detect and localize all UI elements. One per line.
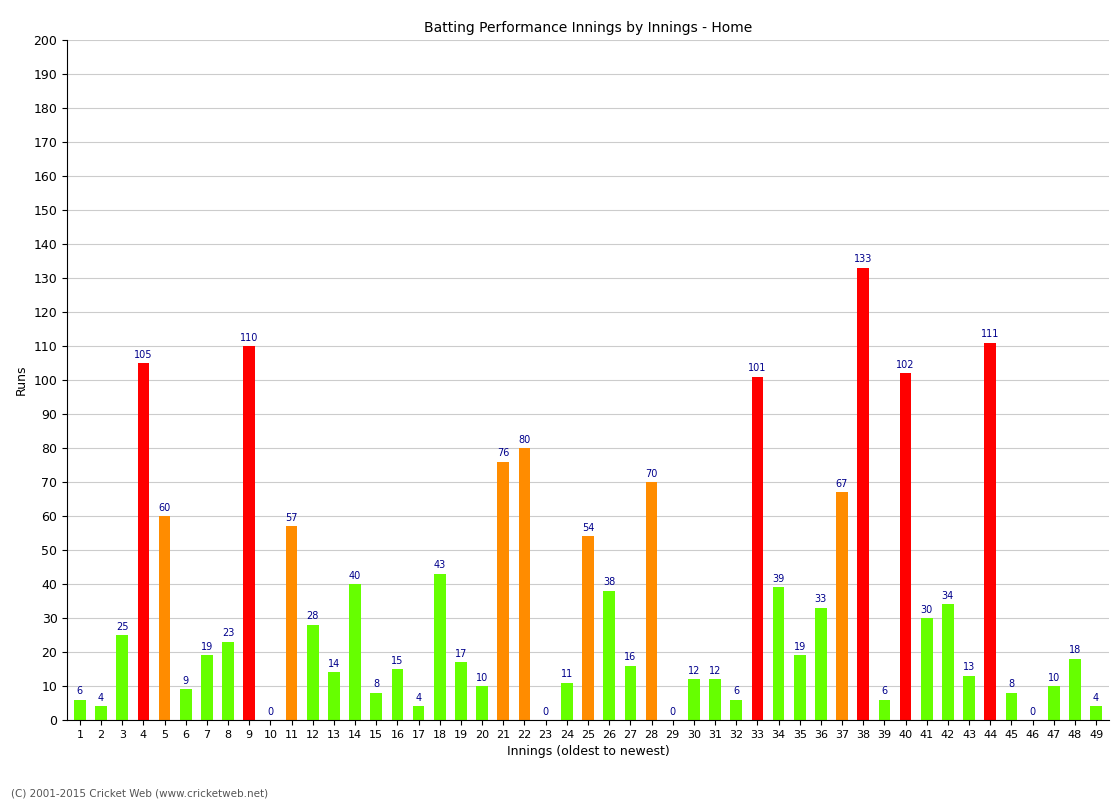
Text: 4: 4 [416, 693, 422, 703]
Text: 6: 6 [77, 686, 83, 696]
Text: 19: 19 [200, 642, 213, 652]
Bar [1006, 693, 1017, 720]
Text: 17: 17 [455, 649, 467, 659]
Bar [222, 642, 234, 720]
Bar [307, 625, 318, 720]
Bar [582, 537, 594, 720]
Bar [476, 686, 488, 720]
Bar [646, 482, 657, 720]
Text: 10: 10 [476, 673, 488, 682]
Bar [392, 669, 403, 720]
Text: 30: 30 [921, 605, 933, 614]
Text: 0: 0 [268, 706, 273, 717]
Bar [1048, 686, 1060, 720]
Text: 8: 8 [1008, 679, 1015, 690]
Text: 67: 67 [836, 478, 848, 489]
Bar [899, 373, 912, 720]
Bar [180, 690, 192, 720]
Bar [942, 605, 954, 720]
Text: 4: 4 [1093, 693, 1099, 703]
Bar [1070, 659, 1081, 720]
Text: 16: 16 [624, 652, 636, 662]
Bar [984, 342, 996, 720]
Bar [561, 682, 572, 720]
Text: 70: 70 [645, 469, 657, 478]
Text: 12: 12 [688, 666, 700, 676]
Bar [730, 699, 743, 720]
Text: 12: 12 [709, 666, 721, 676]
Bar [74, 699, 86, 720]
Bar [497, 462, 510, 720]
Bar [159, 516, 170, 720]
Bar [349, 584, 361, 720]
Text: 8: 8 [373, 679, 380, 690]
Bar [794, 655, 805, 720]
Text: 105: 105 [134, 350, 152, 360]
Bar [455, 662, 467, 720]
Title: Batting Performance Innings by Innings - Home: Batting Performance Innings by Innings -… [423, 21, 753, 34]
Text: 38: 38 [603, 578, 615, 587]
Text: 40: 40 [349, 570, 362, 581]
Text: 23: 23 [222, 629, 234, 638]
Text: 4: 4 [99, 693, 104, 703]
Text: 0: 0 [670, 706, 675, 717]
Text: 60: 60 [158, 502, 170, 513]
Bar [709, 679, 721, 720]
Text: 54: 54 [581, 523, 595, 533]
Bar [752, 377, 763, 720]
Bar [519, 448, 530, 720]
Text: 43: 43 [433, 560, 446, 570]
Bar [413, 706, 424, 720]
Text: 80: 80 [519, 434, 531, 445]
Text: 111: 111 [981, 330, 999, 339]
Text: 28: 28 [307, 611, 319, 622]
Text: 10: 10 [1047, 673, 1060, 682]
Text: 102: 102 [896, 360, 915, 370]
Text: 0: 0 [1029, 706, 1036, 717]
Bar [858, 268, 869, 720]
Bar [95, 706, 106, 720]
Text: 6: 6 [881, 686, 887, 696]
Y-axis label: Runs: Runs [15, 365, 28, 395]
Text: 133: 133 [855, 254, 872, 265]
Text: 110: 110 [240, 333, 259, 342]
Bar [625, 666, 636, 720]
Bar [138, 363, 149, 720]
Text: 15: 15 [391, 656, 403, 666]
Bar [688, 679, 700, 720]
Text: 6: 6 [734, 686, 739, 696]
Text: 0: 0 [542, 706, 549, 717]
Text: 9: 9 [183, 676, 189, 686]
X-axis label: Innings (oldest to newest): Innings (oldest to newest) [506, 746, 670, 758]
Text: (C) 2001-2015 Cricket Web (www.cricketweb.net): (C) 2001-2015 Cricket Web (www.cricketwe… [11, 788, 269, 798]
Bar [837, 492, 848, 720]
Text: 11: 11 [561, 669, 573, 679]
Text: 13: 13 [963, 662, 976, 672]
Bar [1090, 706, 1102, 720]
Bar [604, 590, 615, 720]
Text: 101: 101 [748, 363, 766, 373]
Bar [773, 587, 784, 720]
Bar [116, 635, 128, 720]
Text: 33: 33 [814, 594, 827, 605]
Text: 14: 14 [328, 659, 340, 669]
Bar [243, 346, 255, 720]
Text: 18: 18 [1068, 646, 1081, 655]
Text: 25: 25 [116, 622, 129, 632]
Text: 76: 76 [497, 448, 510, 458]
Text: 34: 34 [942, 591, 954, 601]
Bar [433, 574, 446, 720]
Bar [963, 676, 974, 720]
Bar [878, 699, 890, 720]
Text: 57: 57 [286, 513, 298, 523]
Bar [328, 672, 339, 720]
Bar [202, 655, 213, 720]
Text: 19: 19 [794, 642, 805, 652]
Text: 39: 39 [773, 574, 785, 584]
Bar [286, 526, 298, 720]
Bar [371, 693, 382, 720]
Bar [921, 618, 933, 720]
Bar [815, 608, 827, 720]
